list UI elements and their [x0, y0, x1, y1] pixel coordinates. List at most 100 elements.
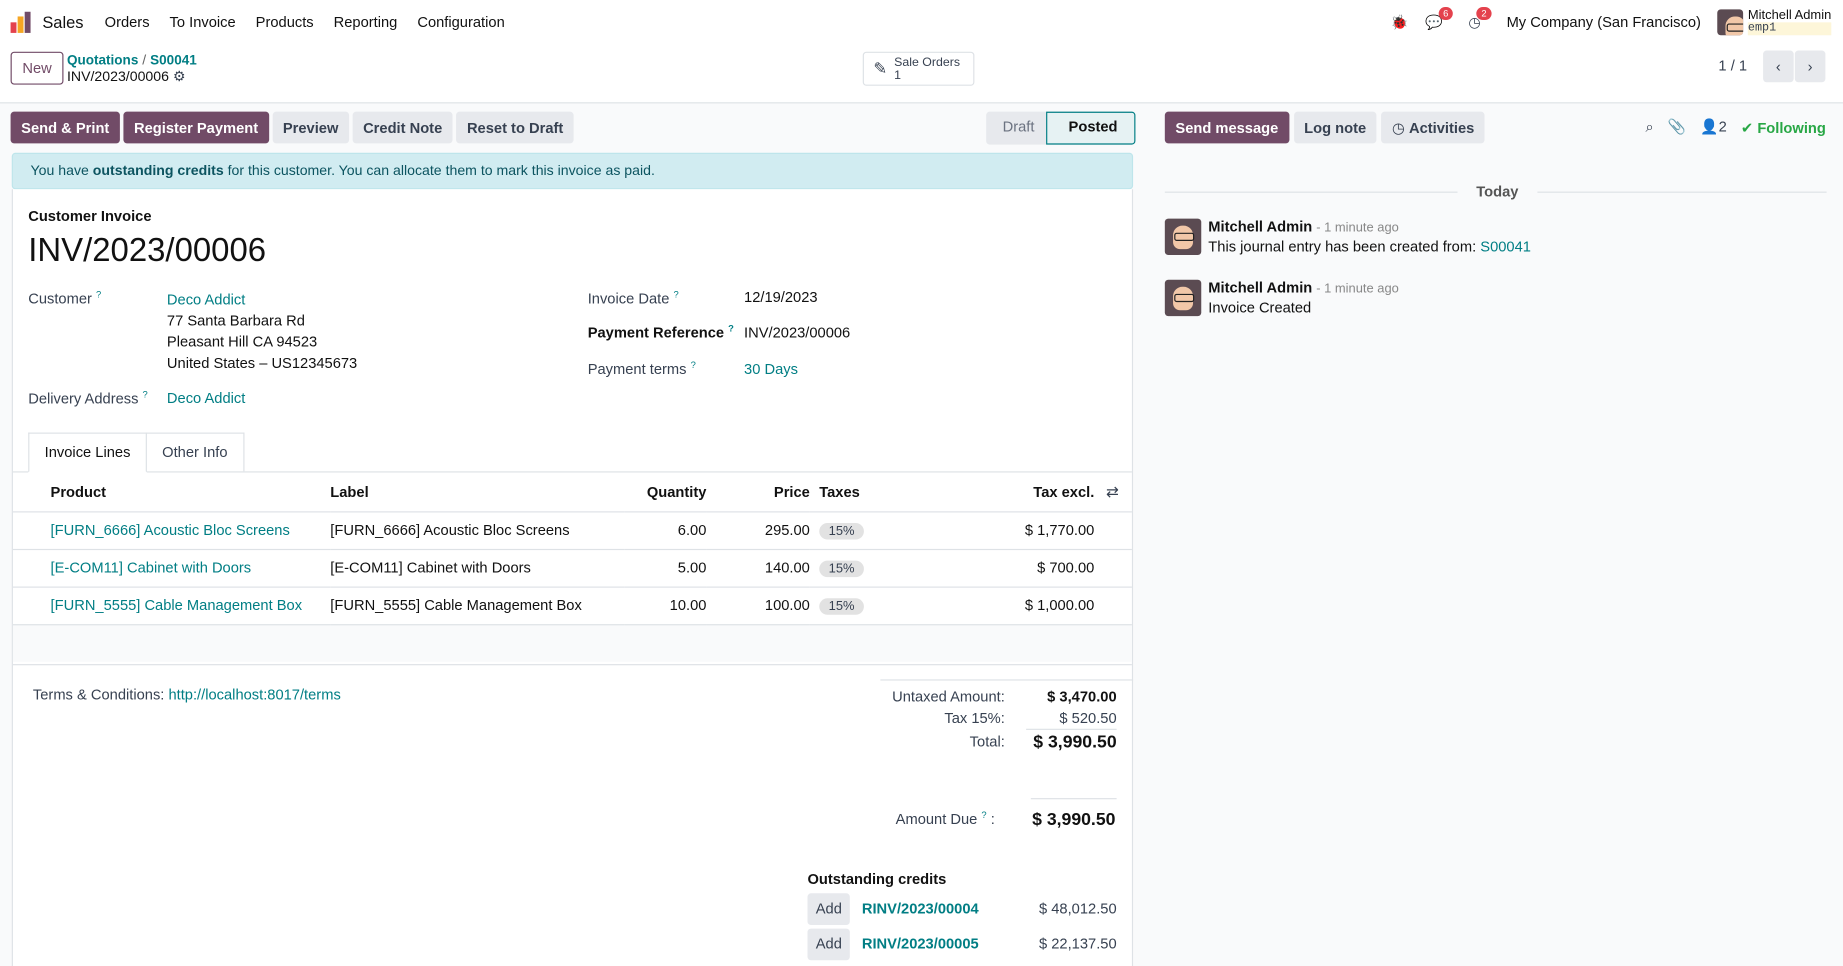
amount-due-label: Amount Due ? : [895, 809, 995, 828]
payment-terms[interactable]: 30 Days [744, 360, 798, 378]
pager-previous-button[interactable]: ‹ [1763, 50, 1794, 83]
smart-button-label: Sale Orders [894, 54, 961, 69]
log-note-button[interactable]: Log note [1293, 111, 1377, 144]
invoice-date[interactable]: 12/19/2023 [744, 289, 818, 306]
terms-link[interactable]: http://localhost:8017/terms [168, 686, 341, 703]
line-label: [FURN_5555] Cable Management Box [330, 585, 625, 625]
tab-invoice-lines[interactable]: Invoice Lines [28, 432, 147, 473]
customer-link[interactable]: Deco Addict [166, 291, 246, 308]
breadcrumb-quotations[interactable]: Quotations [66, 54, 139, 69]
activities-badge: 2 [1476, 6, 1492, 20]
clock-icon: ◷ [1392, 119, 1409, 137]
line-price: 140.00 [706, 548, 810, 587]
message-list: Mitchell Admin - 1 minute ago This journa… [1164, 218, 1827, 341]
author-avatar[interactable] [1164, 218, 1202, 256]
following-button[interactable]: ✔ Following [1740, 119, 1826, 137]
line-price: 295.00 [706, 510, 810, 549]
message-time: - 1 minute ago [1316, 282, 1399, 297]
delivery-label: Delivery Address ? [28, 389, 148, 407]
tax-amount: $ 520.50 [1059, 709, 1117, 727]
app-logo-icon[interactable] [10, 11, 32, 33]
menu-products[interactable]: Products [255, 13, 314, 30]
menu-configuration[interactable]: Configuration [417, 13, 505, 30]
register-payment-button[interactable]: Register Payment [123, 111, 269, 144]
gear-icon[interactable]: ⚙ [172, 68, 186, 85]
status-posted[interactable]: Posted [1046, 111, 1136, 145]
line-quantity: 5.00 [624, 548, 707, 587]
breadcrumb-order[interactable]: S00041 [150, 54, 197, 69]
totals-table: Untaxed Amount: $ 3,470.00 Tax 15%: $ 520.… [880, 686, 1117, 755]
action-buttons: Send & Print Register Payment Preview Cr… [10, 111, 574, 144]
credit-link[interactable]: RINV/2023/00004 [861, 900, 979, 917]
col-taxes[interactable]: Taxes [819, 483, 860, 501]
address-line: United States – US12345673 [166, 354, 358, 372]
menu-to-invoice[interactable]: To Invoice [169, 13, 236, 30]
menu-orders[interactable]: Orders [104, 13, 150, 30]
top-navbar: Sales Orders To Invoice Products Reporti… [0, 0, 1843, 44]
messages-icon[interactable]: 💬 6 [1425, 6, 1454, 30]
credit-note-button[interactable]: Credit Note [352, 111, 453, 144]
message-author[interactable]: Mitchell Admin [1208, 279, 1313, 297]
amount-due: $ 3,990.50 [1032, 809, 1116, 830]
paperclip-icon[interactable]: 📎 [1667, 118, 1687, 136]
user-name: Mitchell Admin [1747, 8, 1832, 23]
line-product[interactable]: [FURN_5555] Cable Management Box [50, 597, 303, 614]
invoice-lines-table: Product Label Quantity Price Taxes Tax excl. … [12, 474, 1132, 662]
send-print-button[interactable]: Send & Print [10, 111, 120, 144]
col-tax-excl[interactable]: Tax excl. [1033, 483, 1095, 501]
edit-icon: ✎ [873, 58, 888, 78]
sale-orders-smart-button[interactable]: ✎ Sale Orders 1 [862, 51, 975, 86]
pager-value[interactable]: 1 / 1 [1718, 57, 1748, 75]
col-price[interactable]: Price [773, 483, 810, 501]
message-author[interactable]: Mitchell Admin [1208, 218, 1313, 236]
pager-next-button[interactable]: › [1794, 50, 1826, 83]
send-message-button[interactable]: Send message [1164, 111, 1289, 144]
followers-button[interactable]: 👤2 [1700, 118, 1727, 136]
chatter-topbar: Send message Log note ◷ Activities [1164, 111, 1485, 144]
user-icon: 👤 [1700, 118, 1719, 136]
line-product[interactable]: [FURN_6666] Acoustic Bloc Screens [50, 521, 290, 539]
total-label: Total: [969, 733, 1005, 751]
col-label[interactable]: Label [330, 483, 369, 501]
company-switcher[interactable]: My Company (San Francisco) [1506, 13, 1701, 30]
tab-other-info[interactable]: Other Info [146, 432, 244, 472]
menu-reporting[interactable]: Reporting [333, 13, 398, 30]
col-quantity[interactable]: Quantity [646, 483, 707, 501]
credit-amount: $ 48,012.50 [1038, 900, 1117, 917]
customer-label: Customer ? [28, 289, 102, 307]
delivery-link[interactable]: Deco Addict [166, 390, 246, 407]
invoice-type: Customer Invoice [28, 208, 152, 225]
add-credit-button[interactable]: Add [807, 892, 851, 925]
activities-clock-icon[interactable]: ◷ 2 [1468, 6, 1492, 30]
invoice-line-row[interactable]: [FURN_5555] Cable Management Box [FURN_55… [12, 585, 1132, 625]
preview-button[interactable]: Preview [272, 111, 349, 144]
new-button[interactable]: New [10, 51, 64, 85]
app-name[interactable]: Sales [42, 12, 84, 32]
invoice-line-row[interactable]: [E-COM11] Cabinet with Doors [E-COM11] Ca… [12, 548, 1132, 587]
invoice-line-row[interactable]: [FURN_6666] Acoustic Bloc Screens [FURN_6… [12, 510, 1132, 549]
record-name: INV/2023/00006 [66, 68, 169, 85]
activities-button[interactable]: ◷ Activities [1381, 111, 1485, 144]
payment-reference[interactable]: INV/2023/00006 [744, 324, 851, 341]
search-icon[interactable]: ⌕ [1645, 118, 1654, 136]
address-line: 77 Santa Barbara Rd [166, 312, 305, 330]
optional-columns-icon[interactable]: ⇄ [1106, 483, 1119, 501]
col-product[interactable]: Product [50, 483, 107, 501]
message-body: Invoice Created [1208, 299, 1312, 317]
line-price: 100.00 [706, 585, 810, 625]
add-credit-button[interactable]: Add [807, 927, 851, 960]
message-link[interactable]: S00041 [1480, 238, 1531, 256]
line-tax-badge: 15% [819, 560, 864, 578]
untaxed-label: Untaxed Amount: [892, 688, 1005, 706]
debug-bug-icon[interactable]: 🐞 [1390, 13, 1409, 30]
line-product[interactable]: [E-COM11] Cabinet with Doors [50, 559, 252, 576]
credit-link[interactable]: RINV/2023/00005 [861, 935, 979, 953]
line-subtotal: $ 700.00 [917, 548, 1132, 587]
status-draft[interactable]: Draft [986, 111, 1047, 145]
date-separator: Today [1457, 183, 1538, 200]
author-avatar[interactable] [1164, 279, 1202, 317]
reset-to-draft-button[interactable]: Reset to Draft [456, 111, 574, 144]
chatter-message: Mitchell Admin - 1 minute ago Invoice Cre… [1164, 279, 1827, 341]
user-menu[interactable]: Mitchell Admin emp1 [1717, 8, 1832, 36]
credit-amount: $ 22,137.50 [1038, 935, 1117, 953]
